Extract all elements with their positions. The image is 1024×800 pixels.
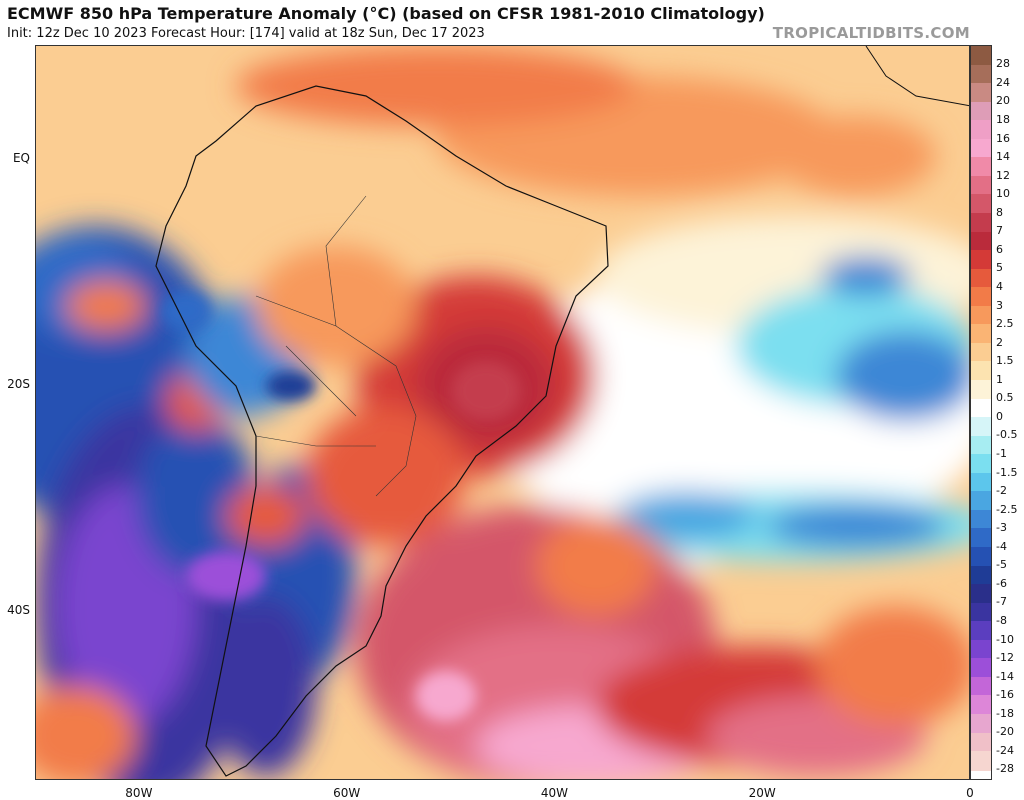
- lon-label: 20W: [748, 786, 776, 800]
- colorbar-swatch: [971, 547, 991, 567]
- colorbar-label: -10: [996, 632, 1014, 646]
- colorbar-swatch: [971, 268, 991, 289]
- site-credit: TROPICALTIDBITS.COM: [772, 24, 970, 42]
- colorbar-swatch: [971, 250, 991, 270]
- colorbar-label: -3: [996, 521, 1007, 535]
- colorbar-swatch: [971, 472, 991, 493]
- colorbar-label: 6: [996, 242, 1003, 256]
- colorbar-swatch: [971, 361, 991, 381]
- map-title: ECMWF 850 hPa Temperature Anomaly (°C) (…: [7, 4, 765, 23]
- colorbar-label: -14: [996, 669, 1014, 683]
- colorbar-swatch: [971, 714, 991, 734]
- map-canvas: [36, 46, 969, 779]
- colorbar-label: -8: [996, 613, 1007, 627]
- anomaly-map: [35, 45, 970, 780]
- colorbar-label: -4: [996, 539, 1007, 553]
- colorbar-swatch: [971, 454, 991, 474]
- colorbar-swatch: [971, 342, 991, 363]
- lon-label: 60W: [333, 786, 361, 800]
- colorbar-label: 10: [996, 187, 1010, 201]
- colorbar-swatch: [971, 175, 991, 196]
- colorbar-label: -28: [996, 762, 1014, 776]
- colorbar-swatch: [971, 528, 991, 549]
- colorbar-label: 1: [996, 372, 1003, 386]
- colorbar-swatch: [971, 639, 991, 660]
- colorbar-swatch: [971, 621, 991, 641]
- colorbar-label: 5: [996, 261, 1003, 275]
- colorbar-label: -12: [996, 651, 1014, 665]
- africa-coastline: [865, 46, 969, 107]
- lat-label: 40S: [7, 603, 30, 617]
- colorbar-swatch: [971, 324, 991, 344]
- colorbar-label: 16: [996, 131, 1010, 145]
- colorbar-swatch: [971, 194, 991, 214]
- country-borders: [255, 195, 417, 497]
- colorbar-swatch: [971, 380, 991, 400]
- colorbar-label: -0.5: [996, 428, 1018, 442]
- colorbar-swatch: [971, 565, 991, 586]
- colorbar-swatch: [971, 305, 991, 326]
- colorbar-swatch: [971, 602, 991, 623]
- colorbar-label: -2.5: [996, 502, 1018, 516]
- colorbar-label: 4: [996, 279, 1003, 293]
- colorbar-swatch: [971, 435, 991, 456]
- colorbar-label: -16: [996, 688, 1014, 702]
- colorbar-label: -1: [996, 446, 1007, 460]
- colorbar-swatch: [971, 398, 991, 419]
- colorbar-swatch: [971, 658, 991, 678]
- lon-label: 80W: [125, 786, 153, 800]
- colorbar-swatch: [971, 120, 991, 140]
- colorbar: [970, 45, 992, 780]
- colorbar-swatch: [971, 287, 991, 307]
- colorbar-label: -1.5: [996, 465, 1018, 479]
- colorbar-label: -5: [996, 558, 1007, 572]
- colorbar-label: -18: [996, 706, 1014, 720]
- anomaly-detail: [161, 291, 521, 721]
- colorbar-label: 2: [996, 335, 1003, 349]
- colorbar-label: 2.5: [996, 317, 1014, 331]
- colorbar-swatch: [971, 64, 991, 85]
- colorbar-swatch: [971, 231, 991, 252]
- colorbar-swatch: [971, 417, 991, 437]
- colorbar-label: 3: [996, 298, 1003, 312]
- colorbar-label: -20: [996, 725, 1014, 739]
- colorbar-swatch: [971, 676, 991, 697]
- colorbar-swatch: [971, 584, 991, 604]
- colorbar-swatch: [971, 732, 991, 753]
- colorbar-label: 0.5: [996, 391, 1014, 405]
- colorbar-label: 12: [996, 168, 1010, 182]
- colorbar-label: -2: [996, 484, 1007, 498]
- coastline: [155, 85, 609, 777]
- colorbar-label: 24: [996, 75, 1010, 89]
- colorbar-label: -24: [996, 743, 1014, 757]
- lon-label: 0: [966, 786, 974, 800]
- colorbar-swatch: [971, 46, 991, 66]
- colorbar-swatch: [971, 509, 991, 530]
- lat-label: EQ: [12, 151, 30, 165]
- colorbar-swatch: [971, 695, 991, 716]
- colorbar-swatch: [971, 157, 991, 177]
- colorbar-label: 0: [996, 409, 1003, 423]
- colorbar-label: 7: [996, 224, 1003, 238]
- colorbar-swatch: [971, 101, 991, 122]
- lat-label: 20S: [7, 377, 30, 391]
- colorbar-label: -6: [996, 576, 1007, 590]
- lon-label: 40W: [540, 786, 568, 800]
- colorbar-swatch: [971, 83, 991, 103]
- colorbar-label: 8: [996, 205, 1003, 219]
- colorbar-label: -7: [996, 595, 1007, 609]
- colorbar-swatch: [971, 213, 991, 233]
- colorbar-label: 20: [996, 94, 1010, 108]
- colorbar-swatch: [971, 491, 991, 511]
- colorbar-label: 1.5: [996, 354, 1014, 368]
- map-subtitle: Init: 12z Dec 10 2023 Forecast Hour: [17…: [7, 26, 485, 41]
- colorbar-label: 14: [996, 150, 1010, 164]
- colorbar-label: 28: [996, 57, 1010, 71]
- colorbar-swatch: [971, 138, 991, 159]
- colorbar-swatch: [971, 751, 991, 771]
- colorbar-label: 18: [996, 112, 1010, 126]
